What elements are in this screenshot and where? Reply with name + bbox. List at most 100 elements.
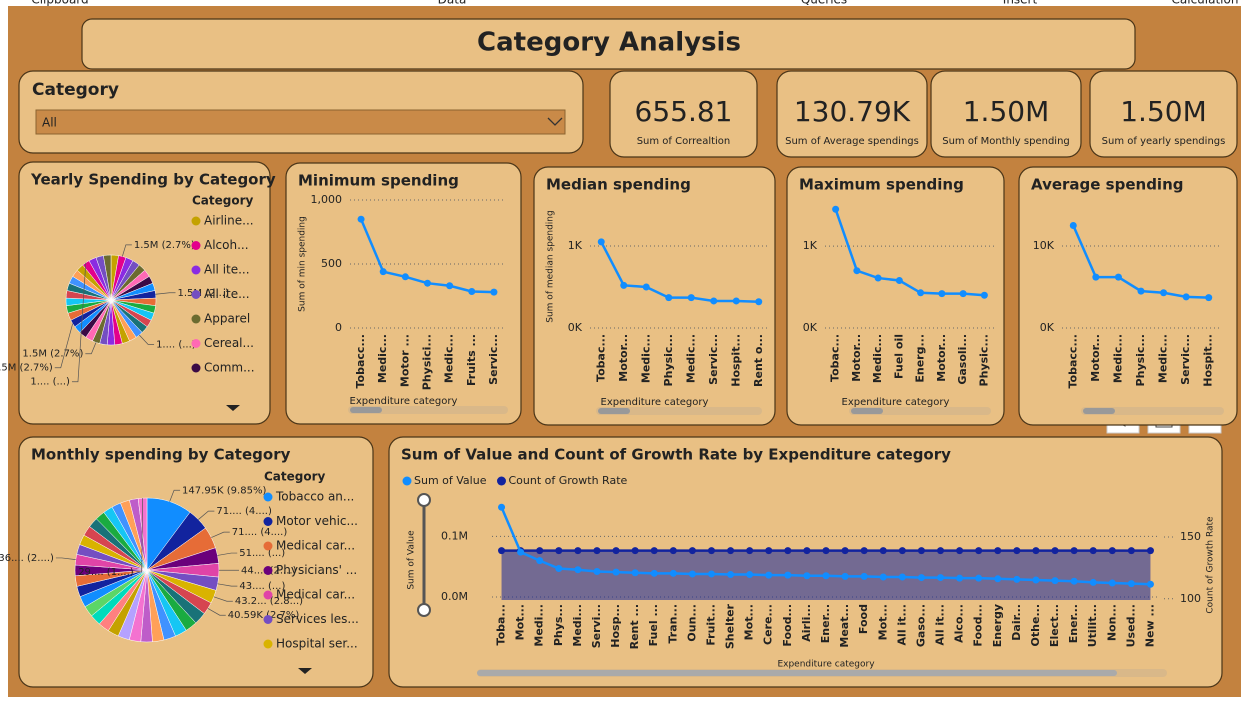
chart-panel — [533, 166, 776, 426]
x-tick-label: Used... — [1124, 604, 1137, 647]
point — [687, 294, 695, 302]
x-tick-label: Tobac... — [594, 334, 607, 382]
point — [1032, 547, 1040, 555]
point — [536, 557, 544, 565]
range-handle[interactable] — [417, 493, 431, 507]
card-panel — [1089, 70, 1238, 158]
point — [1137, 287, 1145, 295]
legend-marker — [191, 339, 201, 348]
point — [357, 215, 365, 223]
title-panel — [81, 18, 1136, 70]
point — [860, 572, 868, 580]
legend-label: Hospital ser... — [276, 637, 358, 651]
point — [593, 568, 601, 576]
chart-title: Minimum spending — [298, 172, 459, 190]
point — [975, 547, 983, 555]
range-handle[interactable] — [417, 603, 431, 617]
y-axis-label: Sum of Value — [407, 530, 417, 590]
legend-label: Motor vehic... — [276, 514, 358, 528]
x-tick-label: Meat... — [838, 604, 851, 648]
point — [803, 547, 811, 555]
point — [536, 547, 544, 555]
point — [424, 279, 431, 287]
slicer-dropdown[interactable] — [35, 109, 566, 135]
leader-line — [122, 244, 132, 257]
more-arrow[interactable] — [298, 668, 312, 674]
point — [1108, 547, 1116, 555]
point — [1089, 578, 1097, 586]
point — [597, 238, 605, 246]
x-tick-label: Hospit... — [729, 334, 742, 387]
legend-label: Count of Growth Rate — [508, 474, 627, 487]
y-tick-label: 0K — [1040, 321, 1055, 334]
pie-slice — [137, 497, 148, 571]
chart-title: Monthly spending by Category — [31, 446, 291, 464]
x-tick-label: Shelter — [724, 603, 737, 649]
y-tick-label: 0.1M — [441, 529, 468, 542]
y-tick-label: 10K — [1033, 239, 1055, 252]
legend-label: All ite... — [204, 287, 250, 301]
point — [822, 547, 830, 555]
point — [593, 547, 601, 555]
point — [490, 288, 498, 296]
leader-line — [169, 489, 181, 502]
pie-slice — [103, 254, 112, 301]
point — [688, 547, 696, 555]
x-axis-label: Expenditure category — [842, 397, 950, 408]
scrollbar-thumb[interactable] — [477, 670, 1117, 676]
x-tick-label: Medi... — [533, 604, 546, 647]
leader-line — [217, 552, 238, 556]
data-label: 1.... (...) — [30, 377, 70, 388]
more-arrow[interactable] — [226, 405, 240, 411]
point — [620, 281, 628, 289]
point — [707, 570, 715, 578]
x-tick-label: Tran... — [666, 604, 679, 644]
point — [898, 573, 906, 581]
x-tick-label: Fruits ... — [465, 334, 478, 386]
point — [822, 572, 830, 580]
point — [937, 547, 945, 555]
y-tick-label: 0K — [803, 321, 818, 334]
x-tick-label: Elect... — [1048, 604, 1061, 647]
point — [937, 574, 945, 582]
x-tick-label: Rent ... — [628, 604, 641, 649]
leader-line — [155, 292, 176, 295]
legend-marker — [496, 476, 506, 486]
x-tick-label: All it... — [895, 604, 908, 645]
x-tick-label: Non... — [1105, 604, 1118, 641]
y2-axis-label: Count of Growth Rate — [1206, 516, 1216, 614]
legend-marker — [263, 517, 273, 526]
legend-label: Physicians' ... — [276, 563, 357, 577]
x-tick-label: Ener... — [1067, 604, 1080, 643]
chart-panel — [285, 162, 522, 425]
x-tick-label: Medic... — [639, 334, 652, 383]
dashboard-title: Category Analysis — [477, 28, 741, 58]
legend-label: Tobacco an... — [275, 490, 354, 504]
legend-label: Medical car... — [276, 539, 355, 553]
scrollbar-thumb[interactable] — [350, 407, 382, 413]
scrollbar-thumb[interactable] — [851, 408, 883, 414]
point — [917, 547, 925, 555]
point — [765, 547, 773, 555]
point — [669, 569, 677, 577]
x-tick-label: Physic... — [662, 334, 675, 386]
x-tick-label: Medi... — [571, 604, 584, 647]
point — [1070, 547, 1078, 555]
card-label: Sum of Average spendings — [785, 136, 919, 147]
scrollbar-thumb[interactable] — [598, 408, 630, 414]
data-label: 71.... (4....) — [232, 527, 288, 538]
leader-line — [211, 531, 230, 538]
point — [1032, 576, 1040, 584]
card-value: 1.50M — [963, 95, 1050, 128]
point — [612, 547, 620, 555]
chart-title: Median spending — [546, 176, 691, 194]
x-tick-label: Tobacc... — [354, 334, 367, 388]
point — [1205, 294, 1213, 302]
point — [1013, 547, 1021, 555]
x-tick-label: Physic... — [977, 334, 990, 386]
scrollbar-thumb[interactable] — [1083, 408, 1115, 414]
x-tick-label: Toba... — [495, 604, 508, 645]
point — [956, 547, 964, 555]
chart-panel — [1018, 166, 1238, 426]
